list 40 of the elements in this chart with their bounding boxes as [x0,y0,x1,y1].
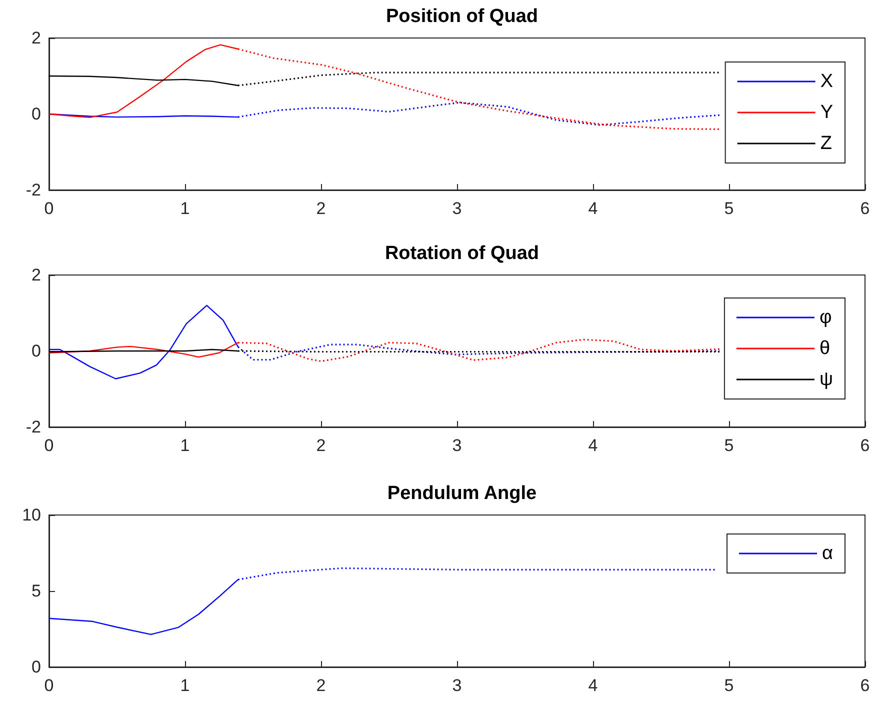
x-tick-label: 3 [452,676,462,695]
x-tick-label: 6 [860,199,870,218]
legend-label: ψ [819,369,833,390]
x-tick-label: 0 [44,676,54,695]
x-tick-label: 6 [860,676,870,695]
y-tick-label: 10 [22,506,41,524]
x-tick-label: 0 [44,436,54,455]
legend-label: Y [820,102,834,123]
x-tick-label: 4 [588,436,598,455]
x-tick-label: 1 [180,436,190,455]
y-tick-label: 0 [32,658,41,676]
x-tick-label: 5 [724,199,734,218]
legend-label: α [822,543,834,564]
legend-label: θ [819,338,830,359]
chart-title: Position of Quad [386,6,538,27]
legend-label: Z [820,133,832,154]
legend-label: X [820,71,834,92]
chart-title: Pendulum Angle [387,483,537,504]
x-tick-label: 4 [588,676,598,695]
y-tick-label: 5 [32,582,41,600]
x-tick-label: 5 [724,676,734,695]
x-tick-label: 0 [44,199,54,218]
y-tick-label: -2 [26,180,41,200]
x-tick-label: 2 [316,676,326,695]
x-tick-label: 1 [180,199,190,218]
chart-title: Rotation of Quad [384,243,540,264]
y-tick-label: 0 [32,104,41,124]
legend-label: φ [819,307,832,328]
x-tick-label: 3 [452,436,462,455]
x-tick-label: 3 [452,199,462,218]
x-tick-label: 2 [316,436,326,455]
y-tick-label: 2 [32,28,41,48]
x-tick-label: 5 [724,436,734,455]
x-tick-label: 1 [180,676,190,695]
y-tick-label: -2 [26,418,41,436]
x-tick-label: 2 [316,199,326,218]
y-tick-label: 2 [32,266,41,284]
y-tick-label: 0 [32,342,41,360]
x-tick-label: 6 [860,436,870,455]
x-tick-label: 4 [588,199,598,218]
